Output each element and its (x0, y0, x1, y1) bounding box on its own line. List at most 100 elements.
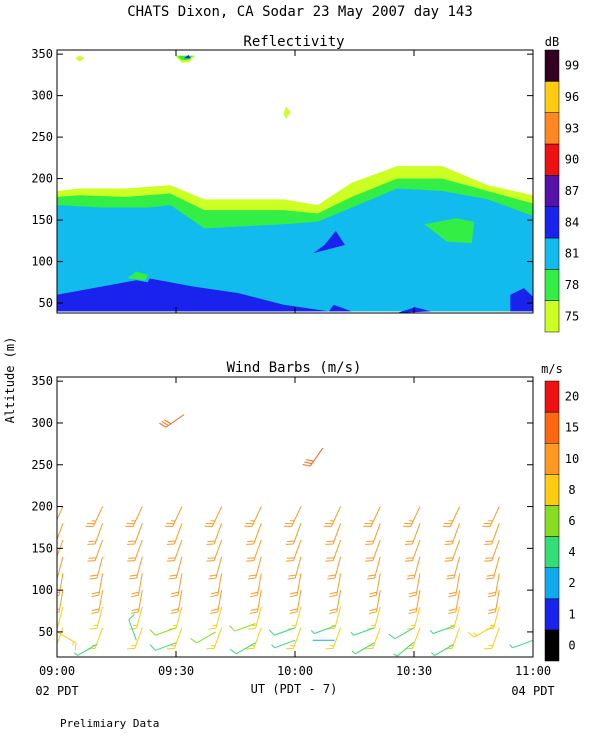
reflectivity-colorbar-swatch (544, 300, 560, 333)
wind-barb-shaft (332, 627, 342, 649)
wind-barb (57, 556, 64, 579)
wind-barb-shaft (451, 627, 461, 649)
wind-barb (467, 625, 494, 638)
reflectivity-contour-level-3 (510, 288, 533, 312)
wind-barb-shaft (58, 573, 64, 596)
wind-barb-shaft (413, 606, 421, 629)
wind-barb-shaft (491, 539, 500, 561)
reflectivity-y-tick-label: 150 (31, 213, 53, 227)
wind-barb-shaft (96, 556, 104, 579)
wind-barb-feather (42, 433, 45, 436)
wind-barb-feather (229, 625, 236, 632)
wind-barb-feather (368, 594, 377, 598)
wind-barb (168, 556, 183, 580)
wind-barb-shaft (136, 556, 143, 579)
wind-barb (206, 523, 223, 545)
wind-barb-feather (329, 591, 338, 595)
wind-barb-feather (302, 464, 311, 467)
wind-barb-feather (327, 627, 335, 630)
wind-barb (268, 627, 296, 636)
wind-barb (57, 590, 64, 613)
wind-barb-shaft (372, 627, 381, 649)
wind-barb-shaft (432, 625, 454, 635)
wind-barb-shaft (336, 573, 342, 596)
wind-barb-feather (171, 608, 179, 612)
wind-barb-feather (57, 577, 58, 579)
wind-barb (206, 539, 223, 562)
wind-barb-feather (447, 574, 455, 577)
wind-barb-feather (290, 591, 298, 595)
wind-colorbar-label: 2 (568, 576, 575, 590)
wind-barb (404, 539, 421, 562)
wind-barb (404, 523, 421, 545)
reflectivity-colorbar-unit: dB (545, 35, 559, 49)
wind-barb-feather (208, 627, 216, 630)
wind-barb (130, 573, 143, 598)
wind-barb-shaft (155, 642, 177, 651)
wind-barb (127, 539, 143, 562)
wind-barb-shaft (255, 556, 262, 579)
wind-barb (128, 614, 137, 641)
wind-barb-shaft (411, 539, 421, 561)
wind-colorbar-swatch (544, 629, 560, 662)
wind-barb-feather (210, 591, 219, 595)
wind-barb-shaft (136, 606, 143, 629)
wind-barb-feather (448, 611, 456, 615)
wind-barb-shaft (213, 539, 223, 561)
reflectivity-y-tick-label: 200 (31, 172, 53, 186)
wind-y-tick-label: 300 (31, 416, 53, 430)
wind-barb-feather (488, 608, 497, 612)
wind-barb-shaft (253, 539, 262, 561)
wind-barb-shaft (253, 627, 262, 649)
wind-barb-feather (89, 577, 97, 580)
wind-barb (442, 506, 461, 527)
wind-barb (229, 642, 256, 655)
wind-barb-feather (408, 594, 417, 598)
wind-barb-feather (509, 644, 513, 649)
wind-barb (325, 539, 342, 562)
reflectivity-colorbar-label: 81 (565, 247, 579, 261)
wind-barb-feather (249, 594, 258, 598)
wind-barb-feather (368, 611, 377, 615)
reflectivity-colorbar-label: 90 (565, 153, 579, 167)
wind-barb-shaft (355, 642, 375, 655)
wind-barbs-panel: Wind Barbs (m/s) 5010015020025030035009:… (31, 360, 579, 698)
wind-barb-shaft (57, 431, 58, 432)
wind-barb-shaft (196, 631, 216, 644)
wind-y-tick-label: 100 (31, 583, 53, 597)
wind-barb-feather (406, 577, 415, 580)
wind-barb-feather (271, 644, 275, 649)
wind-barb (57, 631, 77, 651)
wind-barb (446, 556, 461, 580)
wind-barb-shaft (334, 556, 342, 579)
wind-barb-feather (351, 650, 356, 655)
wind-barb-shaft (134, 539, 143, 561)
wind-barb-feather (91, 608, 100, 612)
wind-barb (249, 590, 262, 615)
wind-barb-shaft (449, 506, 461, 527)
wind-barb-feather (328, 574, 336, 577)
wind-y-tick-label: 200 (31, 500, 53, 514)
wind-barb-feather (57, 594, 60, 597)
wind-barb-feather (289, 594, 298, 598)
wind-barb (130, 590, 143, 615)
wind-barb (170, 573, 183, 598)
reflectivity-contour-level-3 (57, 278, 329, 312)
wind-barb (289, 590, 302, 615)
wind-barb-shaft (173, 627, 183, 649)
wind-barb-feather (128, 627, 137, 630)
wind-barb-shaft (489, 506, 500, 527)
wind-barb (484, 539, 500, 562)
wind-barb-shaft (134, 627, 143, 649)
wind-barb (206, 627, 223, 650)
wind-barb-feather (149, 644, 156, 651)
wind-barb-shaft (394, 627, 415, 640)
wind-barb-shaft (213, 523, 223, 545)
wind-barb-feather (210, 611, 218, 615)
wind-barb-feather (37, 431, 42, 437)
wind-barb-feather (329, 608, 338, 612)
wind-barb-shaft (313, 625, 335, 635)
wind-barb (448, 573, 461, 598)
wind-barb (289, 573, 302, 598)
wind-barb-feather (249, 611, 258, 615)
